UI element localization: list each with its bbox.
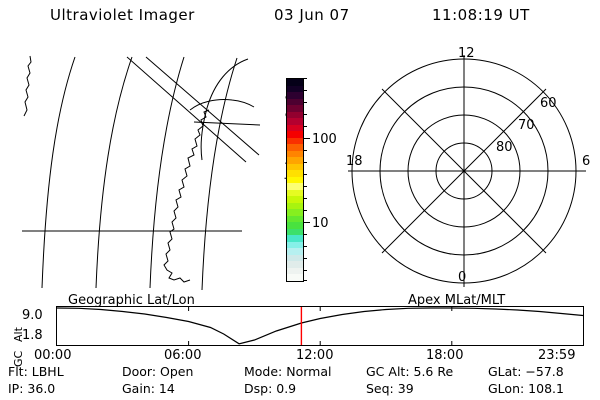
meridian-line-2 [95, 56, 133, 289]
meridian-line-4 [201, 57, 238, 291]
colorbar-band [287, 98, 303, 106]
orbit-plot-area [56, 306, 584, 346]
status-door: Door: Open [122, 364, 194, 379]
colorbar-band [287, 124, 303, 132]
altitude-trace [57, 307, 583, 345]
status-ip: IP: 36.0 [8, 381, 56, 396]
colorbar-band [287, 196, 303, 203]
colorbar-band [287, 163, 303, 171]
orbit-xtick-0000: 00:00 [34, 348, 72, 363]
colorbar-label-100: 100 [312, 132, 337, 147]
latitude-label-70: 70 [518, 118, 535, 133]
observation-date: 03 Jun 07 [274, 6, 350, 24]
orbit-altitude-curve [57, 307, 583, 345]
latitude-label-60: 60 [540, 96, 557, 111]
colorbar-band [287, 131, 303, 138]
coastline-main [163, 109, 210, 283]
status-filter: Flt: LBHL [8, 364, 64, 379]
mlt-label-6: 6 [582, 154, 591, 169]
mlt-label-0: 0 [458, 270, 467, 285]
colorbar-band [287, 111, 303, 119]
colorbar-band [287, 176, 303, 184]
colorbar-band [287, 157, 303, 164]
colorbar-band [287, 274, 303, 281]
colorbar-band [287, 254, 303, 262]
coastline-fragment [23, 55, 32, 117]
coastline-north [189, 99, 255, 111]
orbit-xtick-1200: 12:00 [296, 348, 334, 363]
orbit-ytick-high: 9.0 [22, 308, 43, 323]
left-panel-title: Geographic Lat/Lon [68, 293, 195, 308]
observation-time: 11:08:19 UT [432, 6, 530, 24]
apex-mlat-mlt-panel[interactable]: 12 6 0 18 60 70 80 [336, 42, 598, 292]
colorbar-band [287, 209, 303, 216]
instrument-title: Ultraviolet Imager [50, 6, 195, 24]
polar-spoke-diag-b [381, 88, 547, 254]
colorbar-band [287, 248, 303, 255]
mlt-label-18: 18 [346, 154, 363, 169]
colorbar-band [287, 79, 303, 86]
geographic-map-graphic [22, 55, 261, 291]
orbit-xtick-1800: 18:00 [426, 348, 464, 363]
colorbar-gradient [286, 78, 304, 282]
geographic-image-panel[interactable] [4, 42, 262, 292]
colorbar-band [287, 105, 303, 112]
polar-grid-graphic [348, 55, 586, 287]
colorbar-band [287, 267, 303, 275]
mlt-label-12: 12 [458, 46, 475, 61]
colorbar-band [287, 189, 303, 197]
colorbar-band [287, 85, 303, 93]
orbit-ytick-low: 1.8 [22, 328, 43, 343]
colorbar: photon cm⁻²s⁻¹ 100 10 [264, 42, 342, 292]
colorbar-band [287, 261, 303, 268]
parallel-arc-upper [200, 58, 249, 161]
colorbar-band [287, 215, 303, 223]
colorbar-band [287, 92, 303, 99]
orbit-altitude-plot[interactable]: Alt GC 9.0 1.8 00:00 06:00 12:00 18:00 2… [0, 306, 600, 367]
orbit-xtick-marks [188, 307, 453, 345]
status-mode: Mode: Normal [244, 364, 332, 379]
colorbar-band [287, 228, 303, 236]
orbit-xtick-0600: 06:00 [164, 348, 202, 363]
header: Ultraviolet Imager 03 Jun 07 11:08:19 UT [0, 6, 600, 32]
terminator-line-2 [145, 56, 260, 156]
status-glon: GLon: 108.1 [488, 381, 564, 396]
colorbar-ticks [303, 78, 311, 282]
orbit-xtick-2359: 23:59 [538, 348, 576, 363]
colorbar-band [287, 202, 303, 210]
colorbar-band [287, 235, 303, 242]
meridian-line-1 [41, 56, 76, 289]
status-gain: Gain: 14 [122, 381, 175, 396]
colorbar-band [287, 222, 303, 229]
status-glat: GLat: −57.8 [488, 364, 564, 379]
status-bar: Flt: LBHL IP: 36.0 Door: Open Gain: 14 M… [0, 364, 600, 400]
terminator-line-1 [126, 56, 247, 163]
terminator-line-3 [193, 121, 261, 126]
colorbar-band [287, 118, 303, 125]
status-dsp: Dsp: 0.9 [244, 381, 297, 396]
status-seq: Seq: 39 [366, 381, 414, 396]
colorbar-band [287, 170, 303, 177]
colorbar-band [287, 137, 303, 145]
right-panel-title: Apex MLat/MLT [408, 293, 506, 308]
colorbar-band [287, 241, 303, 249]
colorbar-band [287, 150, 303, 158]
colorbar-label-10: 10 [312, 216, 329, 231]
colorbar-band [287, 183, 303, 190]
latitude-label-80: 80 [496, 140, 513, 155]
meridian-line-3 [149, 56, 185, 289]
status-gc-alt: GC Alt: 5.6 Re [366, 364, 454, 379]
colorbar-band [287, 144, 303, 151]
